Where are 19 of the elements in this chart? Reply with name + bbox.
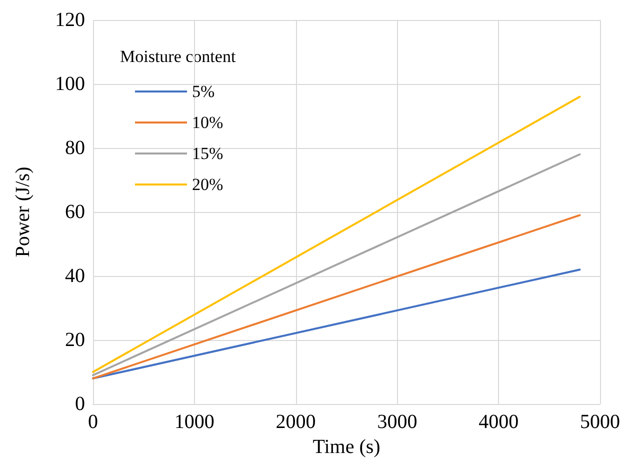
- x-tick-label: 1000: [174, 411, 214, 433]
- y-tick-label: 80: [65, 137, 85, 159]
- y-tick-label: 60: [65, 201, 85, 223]
- y-tick-label: 0: [75, 393, 85, 415]
- legend-label: 10%: [192, 113, 224, 132]
- legend-label: 5%: [192, 82, 215, 101]
- y-tick-label: 100: [55, 73, 85, 95]
- legend-label: 15%: [192, 144, 224, 163]
- legend-title: Moisture content: [120, 47, 236, 66]
- x-tick-label: 2000: [276, 411, 316, 433]
- y-axis-title: Power (J/s): [12, 166, 34, 258]
- y-tick-label: 120: [55, 9, 85, 31]
- x-tick-label: 4000: [478, 411, 519, 433]
- x-tick-label: 3000: [377, 411, 418, 433]
- legend-label: 20%: [192, 175, 224, 194]
- x-tick-label: 5000: [580, 411, 620, 433]
- y-tick-label: 20: [65, 329, 85, 351]
- y-tick-label: 40: [65, 265, 85, 287]
- x-axis-title: Time (s): [312, 436, 380, 458]
